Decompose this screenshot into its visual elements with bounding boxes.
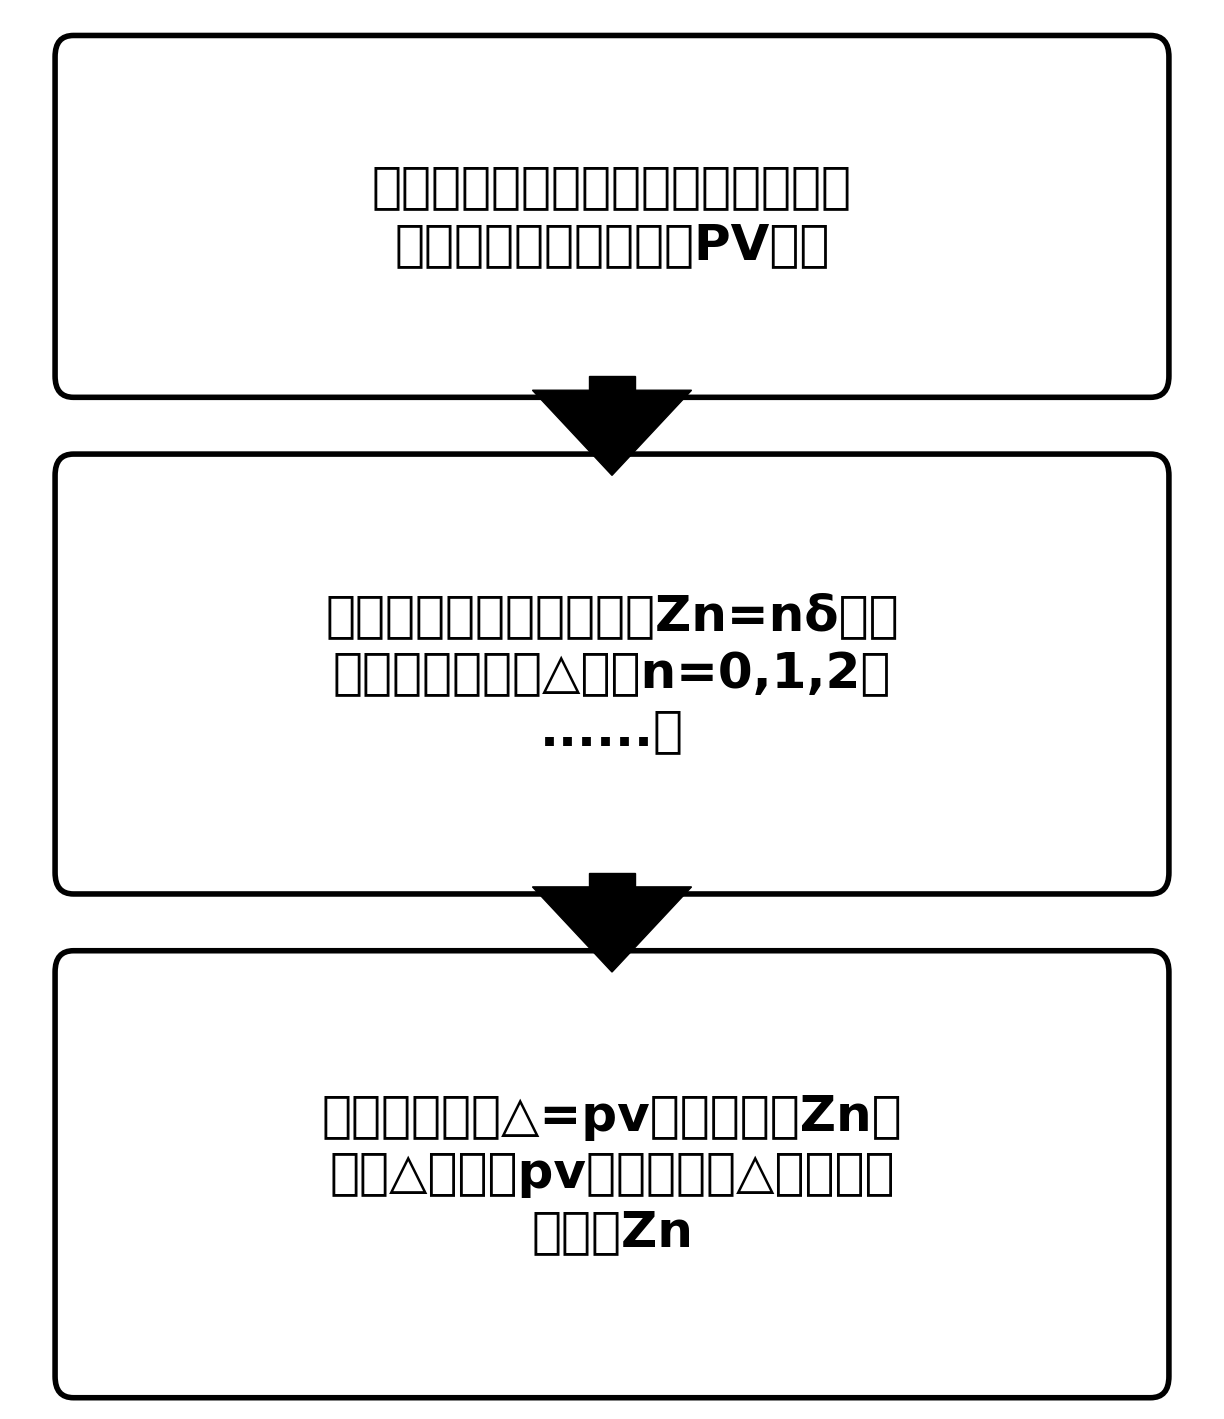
Bar xyxy=(589,376,635,390)
Text: ......）: ......） xyxy=(540,708,684,756)
Text: 烧蚀深度高度差△，（n=0,1,2，: 烧蚀深度高度差△，（n=0,1,2， xyxy=(333,650,891,698)
Text: 如果△恒小于pv，则输出使△达到最大: 如果△恒小于pv，则输出使△达到最大 xyxy=(329,1151,895,1198)
FancyBboxPatch shape xyxy=(55,35,1169,397)
Text: 输出使高度差△=pv值的离焦量Zn，: 输出使高度差△=pv值的离焦量Zn， xyxy=(322,1093,902,1141)
FancyBboxPatch shape xyxy=(55,454,1169,894)
Text: 值时的Zn: 值时的Zn xyxy=(531,1208,693,1256)
Text: 利用公式计算不同离焦量Zn=nδ下的: 利用公式计算不同离焦量Zn=nδ下的 xyxy=(326,592,898,640)
Bar xyxy=(589,873,635,887)
Text: 利用平面数字干涉测量仪测量出待抛: 利用平面数字干涉测量仪测量出待抛 xyxy=(372,163,852,211)
FancyBboxPatch shape xyxy=(55,951,1169,1398)
Polygon shape xyxy=(532,887,692,972)
Polygon shape xyxy=(532,390,692,475)
Text: 光光学元件表面的平均PV值。: 光光学元件表面的平均PV值。 xyxy=(394,221,830,270)
